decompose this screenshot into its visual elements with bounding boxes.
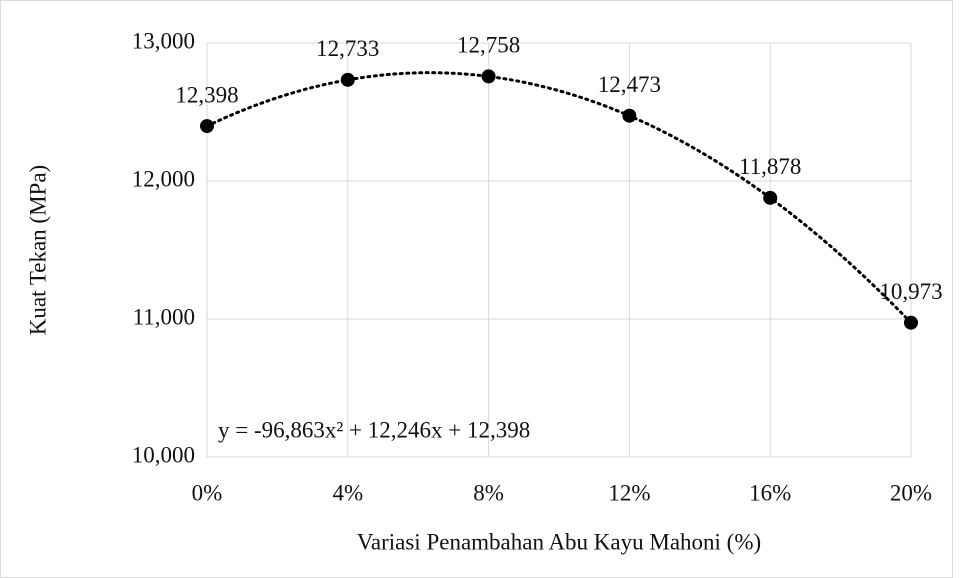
y-tick-label: 12,000 — [132, 166, 195, 191]
data-point — [904, 315, 918, 330]
x-tick-label: 20% — [890, 480, 932, 505]
data-point — [481, 69, 496, 84]
y-tick-label: 11,000 — [133, 304, 195, 329]
trendline — [205, 71, 913, 325]
data-point — [622, 108, 637, 123]
x-tick-label: 4% — [332, 480, 363, 505]
x-tick-label: 12% — [608, 480, 650, 505]
data-point — [200, 119, 214, 134]
data-label: 12,398 — [175, 82, 238, 107]
data-label: 11,878 — [739, 154, 801, 179]
data-point — [340, 72, 355, 87]
data-label: 12,473 — [598, 72, 661, 97]
data-point — [763, 190, 778, 205]
data-label: 12,733 — [316, 36, 379, 61]
y-tick-label: 13,000 — [132, 28, 195, 53]
x-tick-label: 8% — [473, 480, 504, 505]
y-axis-label: Kuat Tekan (MPa) — [25, 165, 50, 335]
data-label: 12,758 — [457, 33, 520, 58]
x-tick-label: 0% — [192, 480, 223, 505]
data-label: 10,973 — [879, 279, 942, 304]
y-tick-label: 10,000 — [132, 442, 195, 467]
x-axis-label: Variasi Penambahan Abu Kayu Mahoni (%) — [357, 529, 761, 554]
x-tick-label: 16% — [749, 480, 791, 505]
trendline-equation: y = -96,863x² + 12,246x + 12,398 — [218, 417, 530, 442]
